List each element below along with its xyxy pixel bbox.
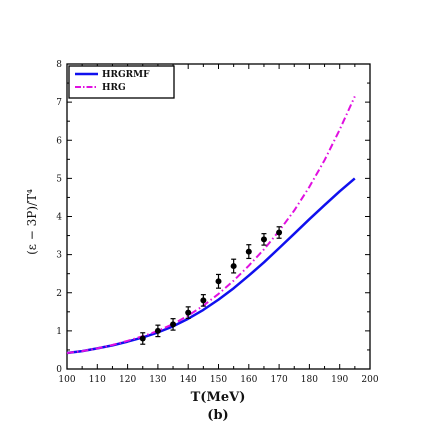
x-tick-label: 180 — [301, 375, 318, 385]
data-point — [185, 309, 192, 316]
y-tick-label: 5 — [56, 174, 62, 184]
data-points — [139, 226, 283, 345]
x-tick-label: 130 — [149, 375, 166, 385]
x-tick-label: 170 — [271, 375, 288, 385]
legend: HRGRMF HRG — [68, 65, 175, 99]
x-tick-label: 200 — [361, 375, 378, 385]
x-tick-labels: 100 110 120 130 140 150 160 170 180 190 200 — [58, 375, 378, 385]
x-tick-label: 160 — [240, 375, 257, 385]
data-point — [170, 321, 177, 328]
y-tick-label: 7 — [56, 98, 62, 108]
panel-label: (b) — [207, 408, 228, 423]
y-tick-label: 1 — [56, 327, 62, 337]
data-point — [245, 248, 252, 255]
data-point — [276, 229, 283, 236]
y-axis-title: (ε − 3P)/T⁴ — [25, 189, 39, 255]
series-lines — [66, 95, 356, 355]
plot-frame — [66, 63, 371, 370]
x-tick-label: 190 — [331, 375, 348, 385]
data-point — [260, 236, 267, 243]
x-tick-label: 100 — [58, 375, 75, 385]
series-line-hrg — [66, 95, 356, 354]
y-tick-label: 8 — [56, 60, 62, 70]
data-point — [154, 327, 161, 334]
data-point — [200, 297, 207, 304]
data-point — [230, 263, 237, 270]
y-tick-label: 6 — [56, 136, 62, 146]
x-tick-label: 110 — [89, 375, 106, 385]
data-point — [139, 335, 146, 342]
y-tick-label: 0 — [56, 365, 62, 375]
legend-label-hrgrmf: HRGRMF — [102, 70, 150, 80]
x-tick-label: 120 — [119, 375, 136, 385]
y-tick-label: 4 — [56, 213, 62, 223]
x-axis-title: T(MeV) — [191, 390, 246, 405]
legend-box — [68, 65, 175, 99]
y-tick-label: 3 — [56, 251, 62, 261]
y-tick-labels: 0 1 2 3 4 5 6 7 8 — [56, 60, 62, 375]
ticks — [66, 63, 371, 370]
x-tick-label: 140 — [180, 375, 197, 385]
series-line-hrgrmf — [66, 177, 356, 355]
y-tick-label: 2 — [56, 289, 62, 299]
legend-label-hrg: HRG — [102, 83, 126, 93]
x-tick-label: 150 — [210, 375, 227, 385]
data-point — [215, 278, 222, 285]
